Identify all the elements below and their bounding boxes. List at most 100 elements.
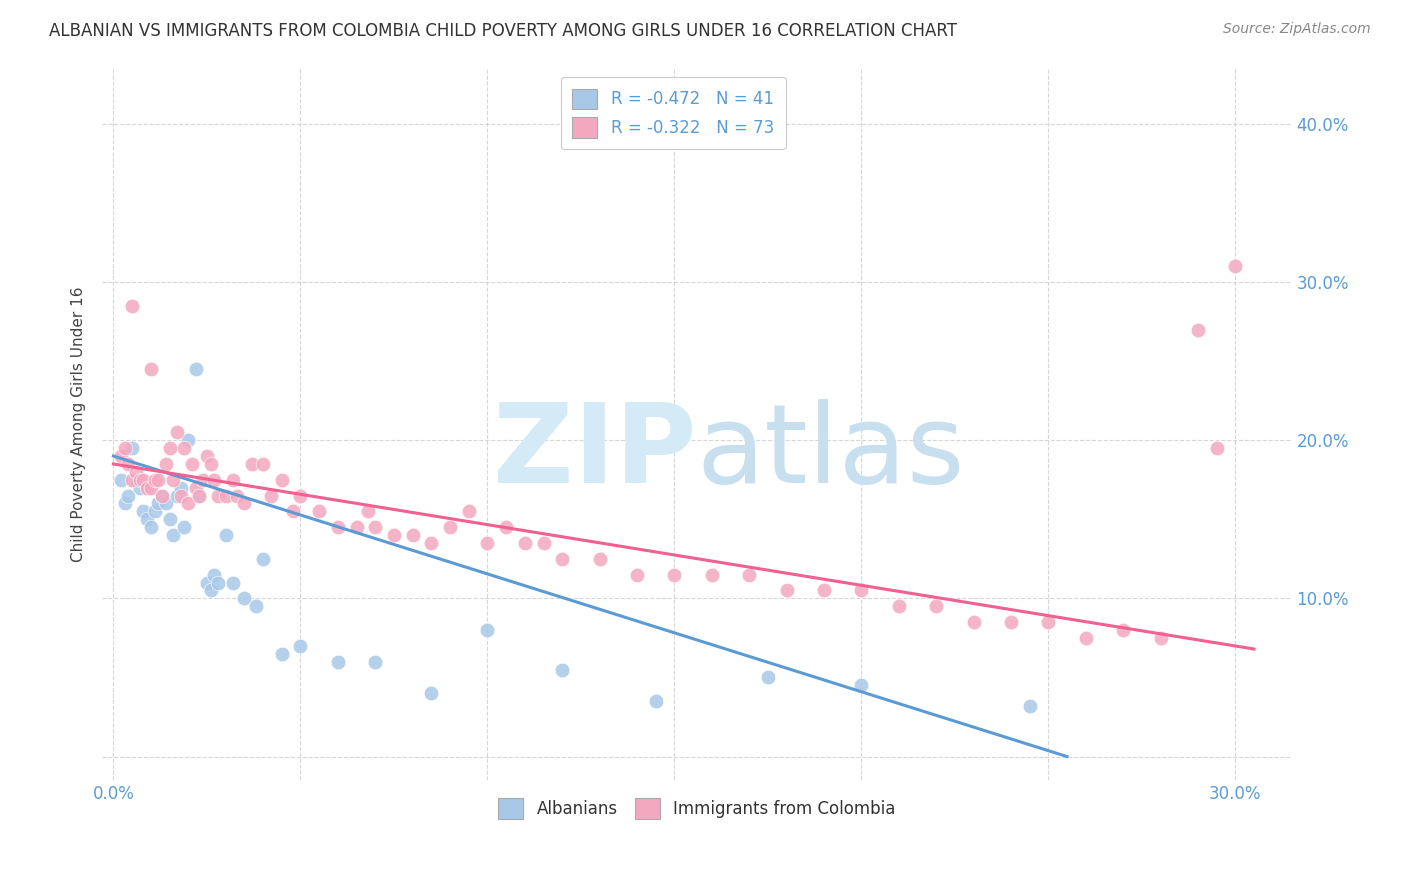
Point [114,441,136,455]
Point [121,473,143,487]
Point [240,457,263,471]
Point [382,528,405,542]
Point [139,520,162,534]
Point [495,520,517,534]
Point [214,528,236,542]
Point [143,504,166,518]
Point [346,520,368,534]
Point [1038,615,1060,629]
Text: atlas: atlas [697,400,966,507]
Point [851,678,873,692]
Point [110,449,132,463]
Point [200,583,222,598]
Point [252,457,274,471]
Point [1112,623,1135,637]
Point [326,655,349,669]
Point [887,599,910,614]
Point [233,496,256,510]
Point [166,425,188,440]
Point [357,504,380,518]
Point [121,299,143,313]
Point [184,362,207,376]
Point [136,512,159,526]
Point [150,489,173,503]
Point [1000,615,1022,629]
Point [136,481,159,495]
Point [420,686,443,700]
Point [202,567,225,582]
Point [551,552,574,566]
Point [181,457,204,471]
Point [132,473,155,487]
Point [1225,259,1247,273]
Legend: Albanians, Immigrants from Colombia: Albanians, Immigrants from Colombia [492,792,901,825]
Point [813,583,835,598]
Point [457,504,479,518]
Point [170,481,193,495]
Point [143,473,166,487]
Point [155,457,177,471]
Point [200,457,222,471]
Point [738,567,761,582]
Text: Source: ZipAtlas.com: Source: ZipAtlas.com [1223,22,1371,37]
Point [128,481,150,495]
Point [1187,322,1209,336]
Point [148,473,170,487]
Point [775,583,797,598]
Point [177,496,200,510]
Point [233,591,256,606]
Point [252,552,274,566]
Point [162,473,184,487]
Point [644,694,666,708]
Point [148,496,170,510]
Point [155,496,177,510]
Point [420,536,443,550]
Point [173,441,195,455]
Point [121,441,143,455]
Point [1074,631,1097,645]
Point [159,512,181,526]
Point [245,599,267,614]
Point [184,481,207,495]
Point [188,489,211,503]
Point [162,528,184,542]
Point [439,520,461,534]
Point [177,434,200,448]
Point [281,504,304,518]
Point [125,473,148,487]
Point [173,520,195,534]
Point [588,552,610,566]
Point [166,489,188,503]
Point [1205,441,1227,455]
Point [193,473,215,487]
Point [477,623,499,637]
Point [326,520,349,534]
Point [1018,698,1040,713]
Point [125,465,148,479]
Point [159,441,181,455]
Point [477,536,499,550]
Point [195,575,218,590]
Point [150,489,173,503]
Point [225,489,247,503]
Point [195,449,218,463]
Point [117,489,139,503]
Point [110,473,132,487]
Point [364,655,387,669]
Y-axis label: Child Poverty Among Girls Under 16: Child Poverty Among Girls Under 16 [72,286,86,562]
Text: ZIP: ZIP [494,400,697,507]
Point [128,473,150,487]
Point [202,473,225,487]
Point [188,489,211,503]
Point [270,647,292,661]
Point [207,575,229,590]
Point [114,496,136,510]
Point [851,583,873,598]
Point [222,473,245,487]
Point [756,671,779,685]
Text: ALBANIAN VS IMMIGRANTS FROM COLOMBIA CHILD POVERTY AMONG GIRLS UNDER 16 CORRELAT: ALBANIAN VS IMMIGRANTS FROM COLOMBIA CHI… [49,22,957,40]
Point [551,663,574,677]
Point [259,489,281,503]
Point [139,481,162,495]
Point [925,599,948,614]
